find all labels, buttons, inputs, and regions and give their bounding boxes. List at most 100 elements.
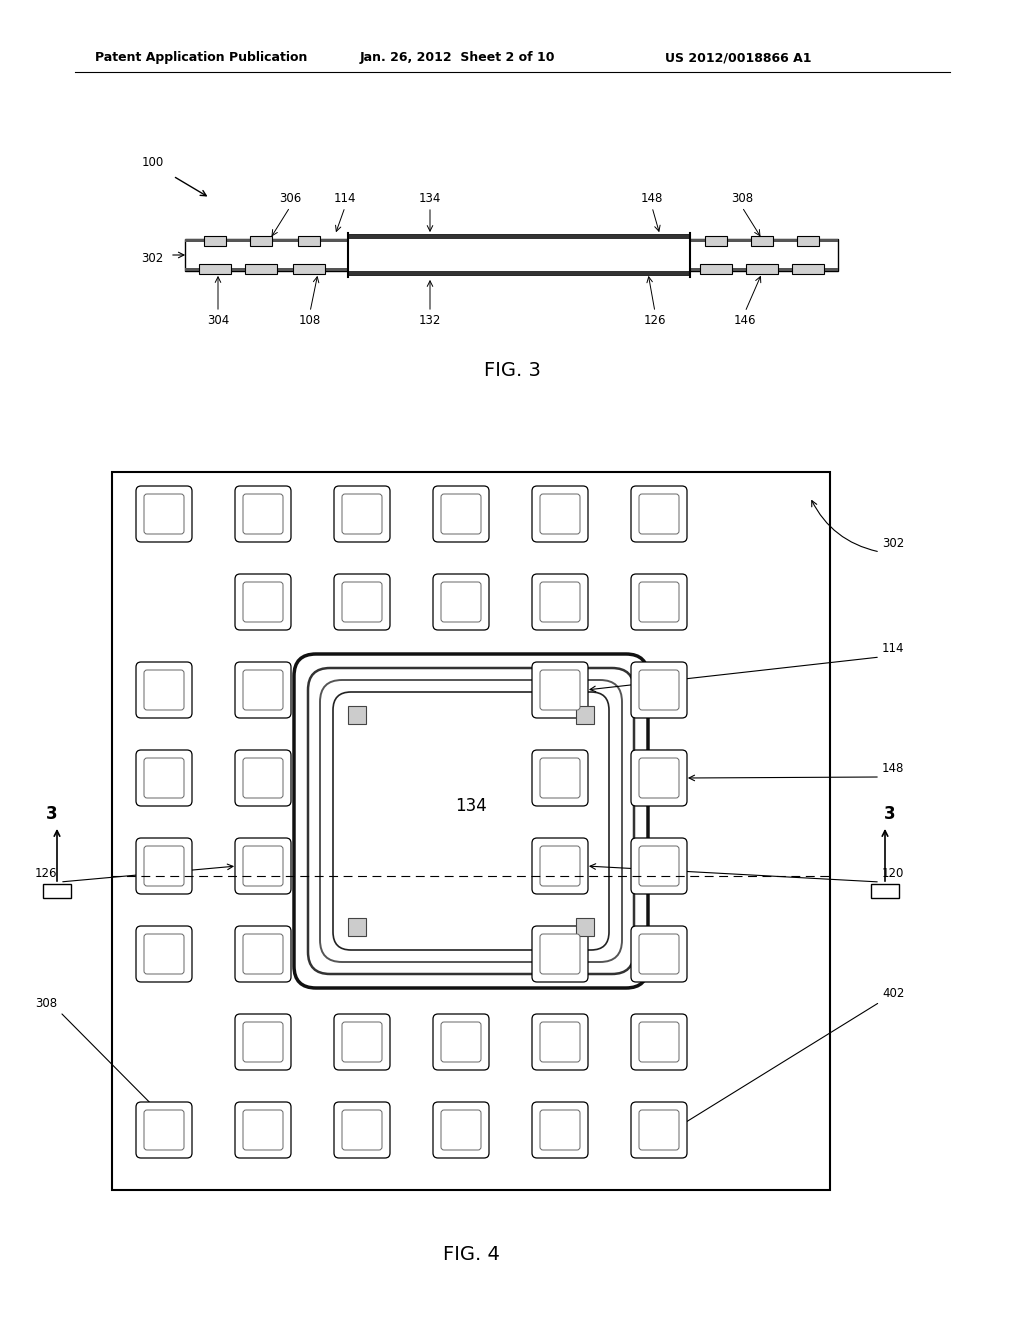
FancyBboxPatch shape [308,668,634,974]
FancyBboxPatch shape [234,750,291,807]
Text: Patent Application Publication: Patent Application Publication [95,51,307,65]
FancyBboxPatch shape [136,1102,193,1158]
FancyBboxPatch shape [334,1014,390,1071]
FancyBboxPatch shape [334,574,390,630]
Bar [250,236,272,246]
Bar [348,235,690,275]
FancyBboxPatch shape [342,1110,382,1150]
Text: 114: 114 [882,642,904,655]
FancyBboxPatch shape [234,663,291,718]
Bar [792,264,824,275]
FancyBboxPatch shape [540,1110,580,1150]
FancyBboxPatch shape [639,671,679,710]
FancyBboxPatch shape [234,486,291,543]
FancyBboxPatch shape [532,838,588,894]
FancyBboxPatch shape [333,692,609,950]
FancyBboxPatch shape [631,486,687,543]
FancyBboxPatch shape [243,1022,283,1063]
FancyBboxPatch shape [631,927,687,982]
FancyBboxPatch shape [136,838,193,894]
FancyBboxPatch shape [243,758,283,799]
Bar [871,884,899,898]
FancyBboxPatch shape [433,574,489,630]
FancyBboxPatch shape [243,846,283,886]
FancyBboxPatch shape [639,582,679,622]
FancyBboxPatch shape [532,663,588,718]
Bar [348,235,690,239]
FancyBboxPatch shape [334,1102,390,1158]
FancyBboxPatch shape [342,582,382,622]
FancyBboxPatch shape [540,935,580,974]
Text: 100: 100 [142,156,164,169]
FancyBboxPatch shape [540,758,580,799]
FancyBboxPatch shape [532,486,588,543]
FancyBboxPatch shape [294,653,648,987]
Text: 134: 134 [455,797,486,814]
Bar [797,236,819,246]
FancyBboxPatch shape [532,1102,588,1158]
Bar [751,236,773,246]
Text: 108: 108 [299,314,322,326]
FancyBboxPatch shape [631,1102,687,1158]
FancyBboxPatch shape [540,1022,580,1063]
FancyBboxPatch shape [234,574,291,630]
Text: 120: 120 [882,867,904,880]
FancyBboxPatch shape [639,758,679,799]
FancyBboxPatch shape [532,1014,588,1071]
Text: 306: 306 [279,191,301,205]
FancyBboxPatch shape [243,582,283,622]
Text: FIG. 4: FIG. 4 [442,1246,500,1265]
Text: 126: 126 [644,314,667,326]
Text: 3: 3 [884,805,896,822]
Text: FIG. 3: FIG. 3 [483,360,541,380]
FancyBboxPatch shape [441,1022,481,1063]
Bar [199,264,231,275]
Text: 132: 132 [419,314,441,326]
FancyBboxPatch shape [144,758,184,799]
Text: 302: 302 [140,252,163,264]
FancyBboxPatch shape [540,671,580,710]
FancyBboxPatch shape [234,1102,291,1158]
Text: 134: 134 [419,191,441,205]
FancyBboxPatch shape [136,663,193,718]
FancyBboxPatch shape [334,486,390,543]
Text: US 2012/0018866 A1: US 2012/0018866 A1 [665,51,811,65]
Text: 402: 402 [882,987,904,1001]
Text: 148: 148 [641,191,664,205]
Text: 302: 302 [882,537,904,550]
FancyBboxPatch shape [243,1110,283,1150]
FancyBboxPatch shape [631,663,687,718]
FancyBboxPatch shape [532,750,588,807]
Bar [185,239,838,271]
Text: 146: 146 [734,314,757,326]
FancyBboxPatch shape [243,671,283,710]
Text: 114: 114 [334,191,356,205]
Bar [348,706,366,723]
Text: 308: 308 [731,191,753,205]
FancyBboxPatch shape [540,582,580,622]
FancyBboxPatch shape [144,846,184,886]
Text: Jan. 26, 2012  Sheet 2 of 10: Jan. 26, 2012 Sheet 2 of 10 [360,51,555,65]
Bar [185,268,838,271]
FancyBboxPatch shape [243,494,283,535]
FancyBboxPatch shape [136,486,193,543]
FancyBboxPatch shape [631,838,687,894]
FancyBboxPatch shape [639,494,679,535]
Bar [348,271,690,275]
Bar [705,236,727,246]
FancyBboxPatch shape [319,680,622,962]
Text: 148: 148 [882,762,904,775]
FancyBboxPatch shape [631,750,687,807]
FancyBboxPatch shape [540,846,580,886]
FancyBboxPatch shape [532,927,588,982]
FancyBboxPatch shape [342,1022,382,1063]
FancyBboxPatch shape [441,1110,481,1150]
Bar [700,264,732,275]
FancyBboxPatch shape [631,574,687,630]
FancyBboxPatch shape [639,1022,679,1063]
FancyBboxPatch shape [144,935,184,974]
FancyBboxPatch shape [433,1014,489,1071]
Text: 3: 3 [46,805,57,822]
FancyBboxPatch shape [144,671,184,710]
FancyBboxPatch shape [136,750,193,807]
